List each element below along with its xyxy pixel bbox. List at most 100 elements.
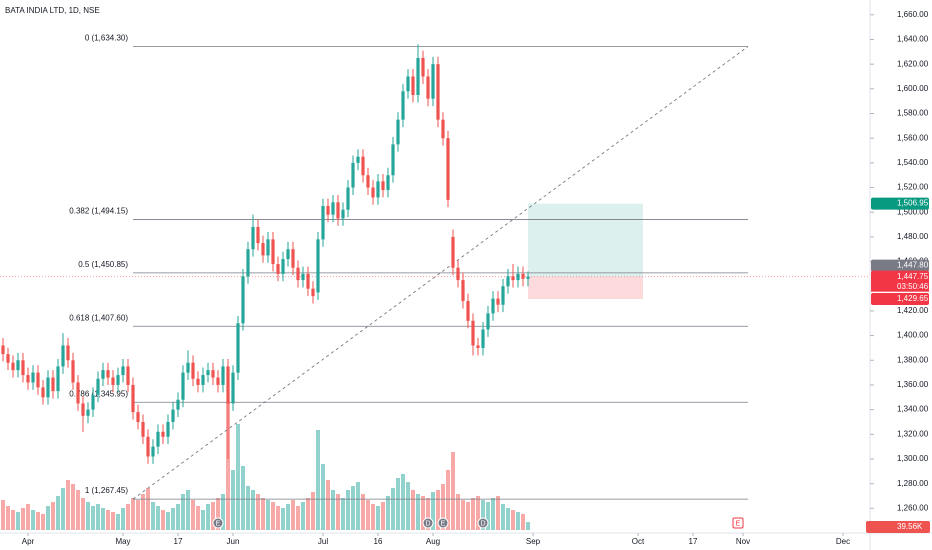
volume-bar	[226, 402, 230, 530]
volume-bar	[246, 486, 250, 530]
volume-bar	[501, 504, 505, 530]
candle-body	[326, 206, 330, 215]
candle-body	[321, 206, 325, 240]
candle-body	[31, 372, 35, 383]
trendline	[132, 46, 749, 500]
volume-bar	[26, 504, 30, 530]
candle-body	[421, 57, 425, 77]
x-tick-label: 17	[689, 537, 698, 546]
candle-body	[126, 366, 130, 385]
volume-bar	[91, 506, 95, 530]
y-tick-label: 1,540.00	[897, 158, 929, 167]
volume-bar	[461, 500, 465, 530]
chart-title: BATA INDIA LTD, 1D, NSE	[5, 6, 100, 15]
volume-bar	[516, 512, 520, 530]
candle-body	[136, 412, 140, 422]
volume-bar	[396, 478, 400, 530]
volume-bar	[111, 512, 115, 530]
volume-bar	[171, 508, 175, 530]
event-marker	[212, 517, 224, 529]
volume-bar	[96, 504, 100, 530]
candle-body	[81, 403, 85, 416]
volume-bar	[441, 484, 445, 530]
candle-body	[336, 202, 340, 219]
volume-bar	[131, 498, 135, 530]
volume-bar	[471, 498, 475, 530]
volume-bar	[36, 512, 40, 530]
volume-bar	[416, 494, 420, 530]
candle-body	[146, 436, 150, 457]
volume-bar	[406, 482, 410, 530]
candle-body	[466, 301, 470, 321]
volume-bar	[341, 498, 345, 530]
candle-body	[91, 394, 95, 410]
candle-body	[56, 366, 60, 392]
event-marker	[437, 517, 449, 529]
volume-bar	[366, 500, 370, 530]
candle-body	[151, 446, 155, 457]
candle-body	[306, 273, 310, 289]
candle-body	[376, 181, 380, 198]
volume-bar	[271, 502, 275, 530]
candle-body	[456, 267, 460, 281]
volume-bar	[16, 512, 20, 530]
volume-bar	[351, 486, 355, 530]
x-tick-label: May	[115, 537, 130, 546]
y-tick-label: 1,300.00	[897, 454, 929, 463]
volume-bar	[261, 498, 265, 530]
y-tick-label: 1,400.00	[897, 331, 929, 340]
volume-bar	[306, 498, 310, 530]
volume-bar	[41, 514, 45, 530]
y-tick-label: 1,280.00	[897, 479, 929, 488]
volume-bar	[1, 500, 5, 530]
volume-bar	[251, 490, 255, 530]
candle-body	[226, 366, 230, 404]
candle-body	[366, 175, 370, 188]
volume-bar	[381, 502, 385, 530]
candle-body	[301, 273, 305, 281]
candle-body	[526, 276, 530, 279]
candle-body	[76, 382, 80, 404]
candle-body	[221, 366, 225, 385]
volume-bar	[266, 500, 270, 530]
x-tick-label: Oct	[632, 537, 645, 546]
volume-bar	[321, 464, 325, 530]
volume-bar	[356, 482, 360, 530]
candle-body	[171, 409, 175, 422]
candle-body	[496, 298, 500, 305]
fib-label: 0.618 (1,407.60)	[69, 313, 128, 322]
y-tick-label: 1,500.00	[897, 207, 929, 216]
volume-bar	[511, 510, 515, 530]
volume-bar	[391, 488, 395, 530]
candle-body	[371, 187, 375, 198]
candle-body	[391, 144, 395, 176]
volume-bar	[296, 506, 300, 530]
candle-body	[411, 76, 415, 96]
x-tick-label: Apr	[22, 537, 35, 546]
price-badge	[871, 259, 929, 272]
volume-bar	[186, 490, 190, 530]
candle-body	[121, 366, 125, 376]
volume-bar	[496, 496, 500, 530]
candle-body	[161, 431, 165, 437]
volume-bar	[371, 504, 375, 530]
volume-bar	[6, 506, 10, 530]
fib-label: 0.5 (1,450.85)	[78, 260, 128, 269]
candle-body	[481, 329, 485, 348]
volume-bar	[141, 494, 145, 530]
candle-body	[176, 399, 180, 410]
candle-body	[491, 298, 495, 314]
y-tick-label: 1,340.00	[897, 405, 929, 414]
x-tick-label: Jun	[227, 537, 240, 546]
volume-bar	[336, 494, 340, 530]
volume-bar	[421, 496, 425, 530]
candle-body	[351, 162, 355, 188]
x-tick-label: 16	[374, 537, 383, 546]
x-tick-label: 17	[174, 537, 183, 546]
candle-body	[71, 360, 75, 383]
volume-bar	[286, 504, 290, 530]
y-tick-label: 1,620.00	[897, 59, 929, 68]
volume-bar	[486, 502, 490, 530]
volume-bar	[466, 502, 470, 530]
event-marker	[732, 517, 744, 529]
